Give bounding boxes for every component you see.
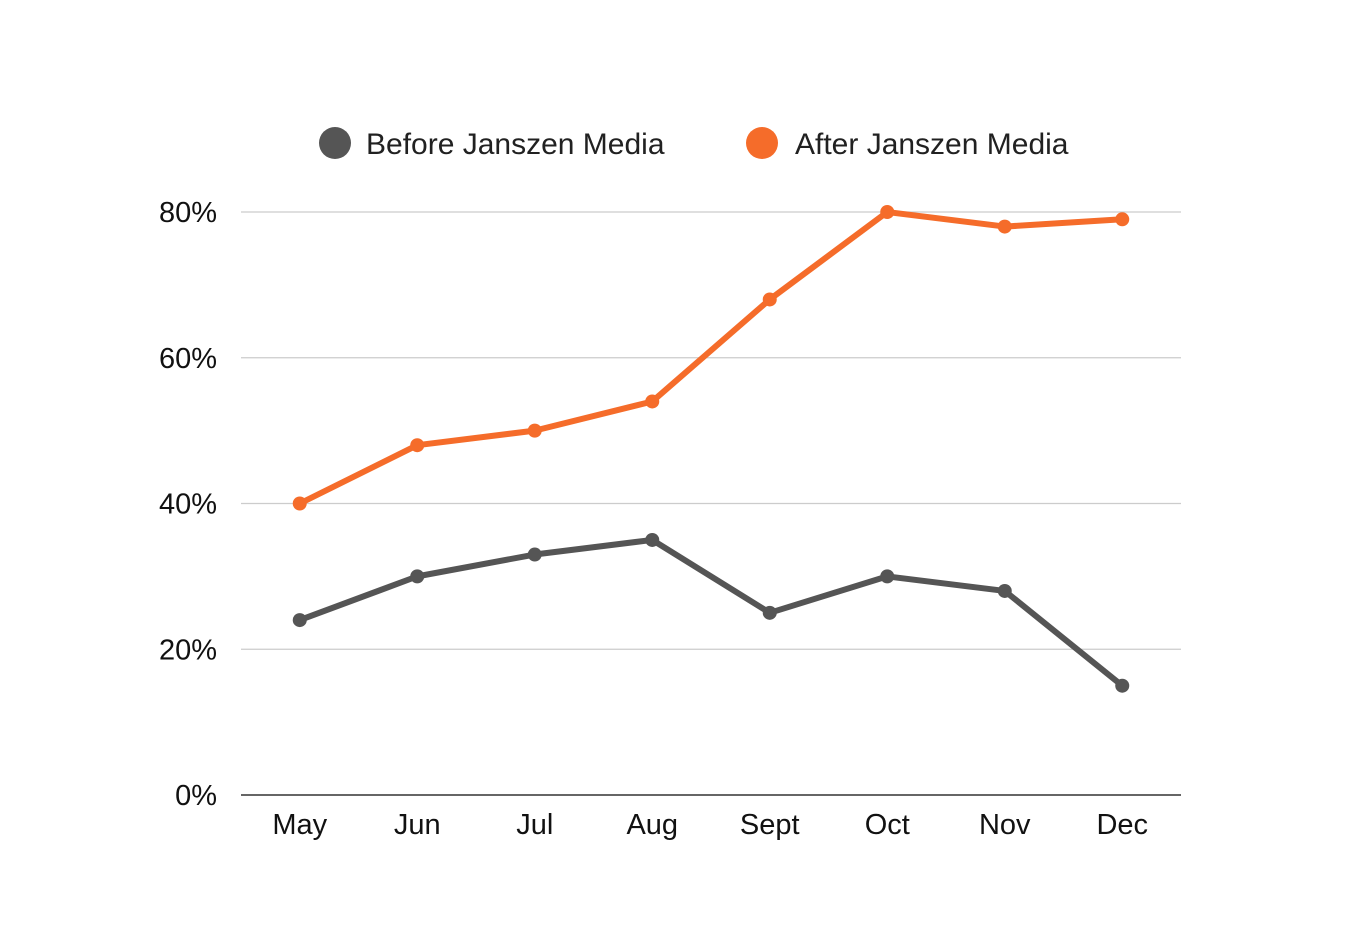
legend-label: After Janszen Media [795,128,1069,161]
data-point[interactable] [997,583,1012,598]
data-point[interactable] [645,394,660,409]
series-lines [292,205,1130,693]
data-point[interactable] [880,205,895,219]
y-axis: 0% 20% 40% 60% 80% [159,197,217,812]
x-tick-label: Nov [979,809,1031,841]
x-tick-label: Aug [626,809,678,841]
x-axis: May Jun Jul Aug Sept Oct Nov Dec [241,794,1181,841]
data-point[interactable] [997,219,1012,234]
data-point[interactable] [645,532,660,547]
legend-item[interactable]: After Janszen Media [746,127,1069,161]
y-tick-label: 0% [175,780,217,812]
data-point[interactable] [527,423,542,438]
legend-marker [319,127,351,159]
data-point[interactable] [527,547,542,562]
legend-item[interactable]: Before Janszen Media [319,127,665,161]
data-point[interactable] [410,438,425,453]
data-point[interactable] [292,613,307,628]
x-tick-label: Oct [865,809,910,841]
legend-label: Before Janszen Media [366,128,665,161]
series-line [296,209,1126,507]
x-tick-label: May [272,809,327,841]
data-point[interactable] [762,605,777,620]
x-tick-label: Sept [740,809,800,841]
x-tick-label: Jul [516,809,553,841]
series-after [292,205,1130,511]
x-tick-label: Dec [1096,809,1148,841]
legend: Before Janszen Media After Janszen Media [319,127,1069,161]
data-point[interactable] [762,292,777,307]
data-point[interactable] [410,569,425,584]
data-point[interactable] [880,569,895,584]
y-tick-label: 60% [159,343,217,375]
data-point[interactable] [1115,212,1130,227]
series-before [292,532,1130,693]
y-tick-label: 20% [159,634,217,666]
series-line [296,536,1126,689]
data-point[interactable] [292,496,307,511]
data-point[interactable] [1115,678,1130,693]
y-tick-label: 80% [159,197,217,229]
gridlines [241,211,1181,650]
y-tick-label: 40% [159,489,217,521]
legend-marker [746,127,778,159]
x-tick-label: Jun [394,809,441,841]
